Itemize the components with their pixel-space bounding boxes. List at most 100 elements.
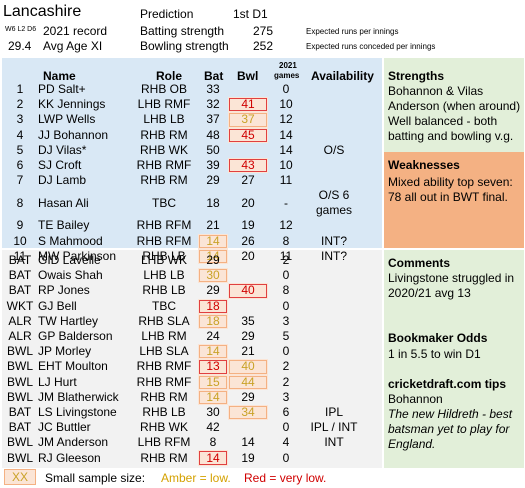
- bat-score-cell: 13: [198, 359, 228, 375]
- bowl-score-cell: 37: [228, 112, 268, 128]
- tips-title: cricketdraft.com tips: [388, 377, 507, 391]
- weaknesses-line-2: 78 all out in BWT final.: [388, 190, 508, 204]
- games-cell: 2: [282, 374, 290, 389]
- games-cell: 0: [282, 268, 290, 283]
- role-cell: RHB OB: [140, 82, 187, 97]
- role-cell: RHB WK: [140, 142, 188, 157]
- bat-score-cell: 8: [209, 435, 217, 450]
- position-cell: BAT: [8, 404, 32, 419]
- position-cell: BAT: [8, 253, 32, 268]
- role-cell: RHB RMF: [136, 158, 192, 173]
- xi-player-row: 2 KK Jennings LHB RMF 32 41 10: [2, 97, 364, 113]
- player-name-cell: JM Anderson: [38, 435, 109, 450]
- games-cell: 4: [282, 435, 290, 450]
- strengths-line-1: Bohannon & Vilas: [388, 84, 484, 98]
- squad-player-row: BAT GID Lavelle LHB WK 29 2: [2, 253, 364, 268]
- bowl-score-cell: 20: [241, 248, 255, 263]
- player-name-cell: S Mahmood: [38, 233, 103, 248]
- comments-line-2: 2020/21 avg 13: [388, 286, 471, 300]
- comments-title: Comments: [388, 256, 451, 270]
- availability-cell: [304, 97, 364, 112]
- xi-player-row: 9 TE Bailey RHB RFM 21 19 12: [2, 218, 364, 233]
- role-cell: TBC: [152, 298, 176, 313]
- bowl-score-cell: 41: [228, 97, 268, 113]
- strengths-panel: [384, 58, 524, 152]
- availability-cell: [304, 283, 364, 298]
- bat-score-cell: 42: [206, 420, 220, 435]
- role-cell: RHB WK: [140, 420, 188, 435]
- avg-age: 29.4: [8, 39, 32, 53]
- player-name-cell: LS Livingstone: [38, 404, 117, 419]
- role-cell: RHB RM: [140, 450, 188, 465]
- availability-cell: [304, 173, 364, 188]
- batting-strength-note: Expected runs per innings: [306, 27, 399, 36]
- player-name-cell: GID Lavelle: [38, 253, 101, 268]
- role-cell: LHB LB: [143, 112, 185, 127]
- games-cell: 3: [282, 389, 290, 404]
- role-cell: RHB RMF: [136, 374, 192, 389]
- role-cell: LHB RM: [141, 329, 187, 344]
- starting-xi-table: 1 PD Salt+ RHB OB 33 0 2 KK Jennings LHB RMF 32 4…: [2, 82, 364, 264]
- availability-cell: [304, 158, 364, 173]
- role-cell: LHB LB: [143, 268, 185, 283]
- role-cell: LHB RFM: [137, 435, 191, 450]
- bowl-score-cell: 44: [228, 374, 268, 390]
- bowling-strength-value: 252: [253, 39, 274, 53]
- availability-cell: IPL: [324, 404, 343, 419]
- games-cell: -: [284, 195, 288, 210]
- player-name-cell: GJ Bell: [38, 298, 77, 313]
- xi-player-row: 4 JJ Bohannon RHB RM 48 45 14: [2, 127, 364, 143]
- position-cell: 3: [16, 112, 24, 127]
- player-name-cell: LJ Hurt: [38, 374, 77, 389]
- squad-player-row: ALR GP Balderson LHB RM 24 29 5: [2, 329, 364, 344]
- squad-table: BAT GID Lavelle LHB WK 29 2 BAT Owais Shah LHB …: [2, 253, 364, 466]
- position-cell: 4: [16, 127, 24, 142]
- bat-score-cell: 18: [198, 313, 228, 329]
- bat-score-cell: 33: [206, 82, 220, 97]
- col-availability: Availability: [311, 69, 374, 83]
- bowl-score-cell: 29: [241, 389, 255, 404]
- availability-cell: [304, 375, 364, 390]
- position-cell: BWL: [6, 435, 33, 450]
- bowl-score-cell: 19: [241, 218, 255, 233]
- games-cell: 0: [282, 82, 290, 97]
- tips-line-2: batsman yet to play for: [388, 422, 510, 436]
- bowl-score-cell: 40: [228, 359, 268, 375]
- position-cell: 7: [16, 173, 24, 188]
- bat-score-cell: 24: [206, 329, 220, 344]
- squad-player-row: BAT RP Jones RHB LB 29 40 8: [2, 283, 364, 299]
- bowl-score-cell: 19: [241, 450, 255, 465]
- strengths-line-4: batting and bowling v.g.: [388, 129, 514, 143]
- role-cell: TBC: [152, 195, 176, 210]
- weaknesses-panel: [384, 152, 524, 248]
- bowling-strength-label: Bowling strength: [140, 39, 229, 53]
- xi-player-row: 5 DJ Vilas* RHB WK 50 14 O/S: [2, 143, 364, 158]
- availability-cell: [304, 390, 364, 405]
- prediction-label: Prediction: [140, 7, 194, 21]
- bat-score-cell: 29: [206, 253, 220, 268]
- games-cell: 10: [279, 158, 293, 173]
- games-cell: 3: [282, 313, 290, 328]
- availability-cell: [304, 218, 364, 233]
- games-cell: 6: [282, 404, 290, 419]
- squad-player-row: BAT Owais Shah LHB LB 30 0: [2, 268, 364, 284]
- comments-panel: [384, 250, 524, 468]
- bat-score-cell: 18: [206, 195, 220, 210]
- bat-score-cell: 32: [206, 97, 220, 112]
- bowl-score-cell: 43: [228, 157, 268, 174]
- odds-title: Bookmaker Odds: [388, 331, 488, 345]
- bowl-score-cell: 21: [241, 344, 255, 359]
- batting-strength-label: Batting strength: [140, 24, 225, 38]
- role-cell: RHB LB: [142, 283, 186, 298]
- xi-player-row: 6 SJ Croft RHB RMF 39 43 10: [2, 157, 364, 174]
- bowl-score-cell: 26: [241, 233, 255, 248]
- player-name-cell: DJ Vilas*: [38, 142, 87, 157]
- position-cell: 10: [13, 233, 27, 248]
- role-cell: LHB WK: [140, 253, 187, 268]
- position-cell: ALR: [8, 313, 32, 328]
- bat-score-cell: 30: [206, 404, 220, 419]
- player-name-cell: JM Blatherwick: [38, 389, 119, 404]
- position-cell: 2: [16, 97, 24, 112]
- availability-cell: [304, 329, 364, 344]
- role-cell: RHB RFM: [136, 218, 192, 233]
